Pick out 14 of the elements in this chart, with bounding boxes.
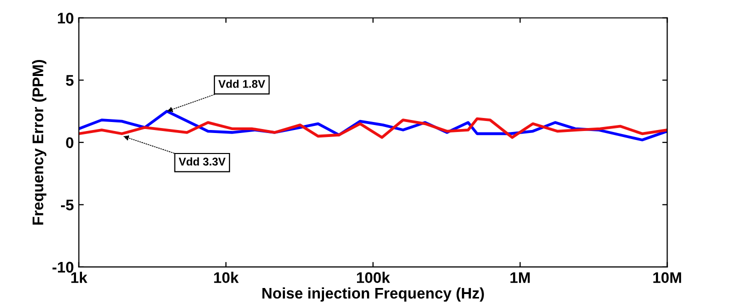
- y-tick-label: 0: [66, 137, 74, 148]
- x-tick-label: 10k: [214, 272, 239, 284]
- y-tick-label: -10: [52, 262, 74, 273]
- annotation: Vdd 3.3V: [178, 157, 226, 166]
- annotation: Vdd 1.8V: [218, 80, 266, 88]
- y-tick-label: -5: [60, 200, 74, 210]
- x-tick-label: 1M: [510, 272, 530, 283]
- x-tick-label: 1k: [71, 272, 88, 283]
- x-tick-label: 10M: [653, 272, 682, 284]
- x-tick-label: 100k: [357, 272, 390, 284]
- y-tick-label: 5: [66, 75, 74, 86]
- x-axis-title: Noise injection Frequency (Hz): [262, 287, 484, 302]
- y-tick-label: 10: [58, 12, 74, 24]
- y-axis-title: Frequency Error (PPM): [32, 60, 46, 225]
